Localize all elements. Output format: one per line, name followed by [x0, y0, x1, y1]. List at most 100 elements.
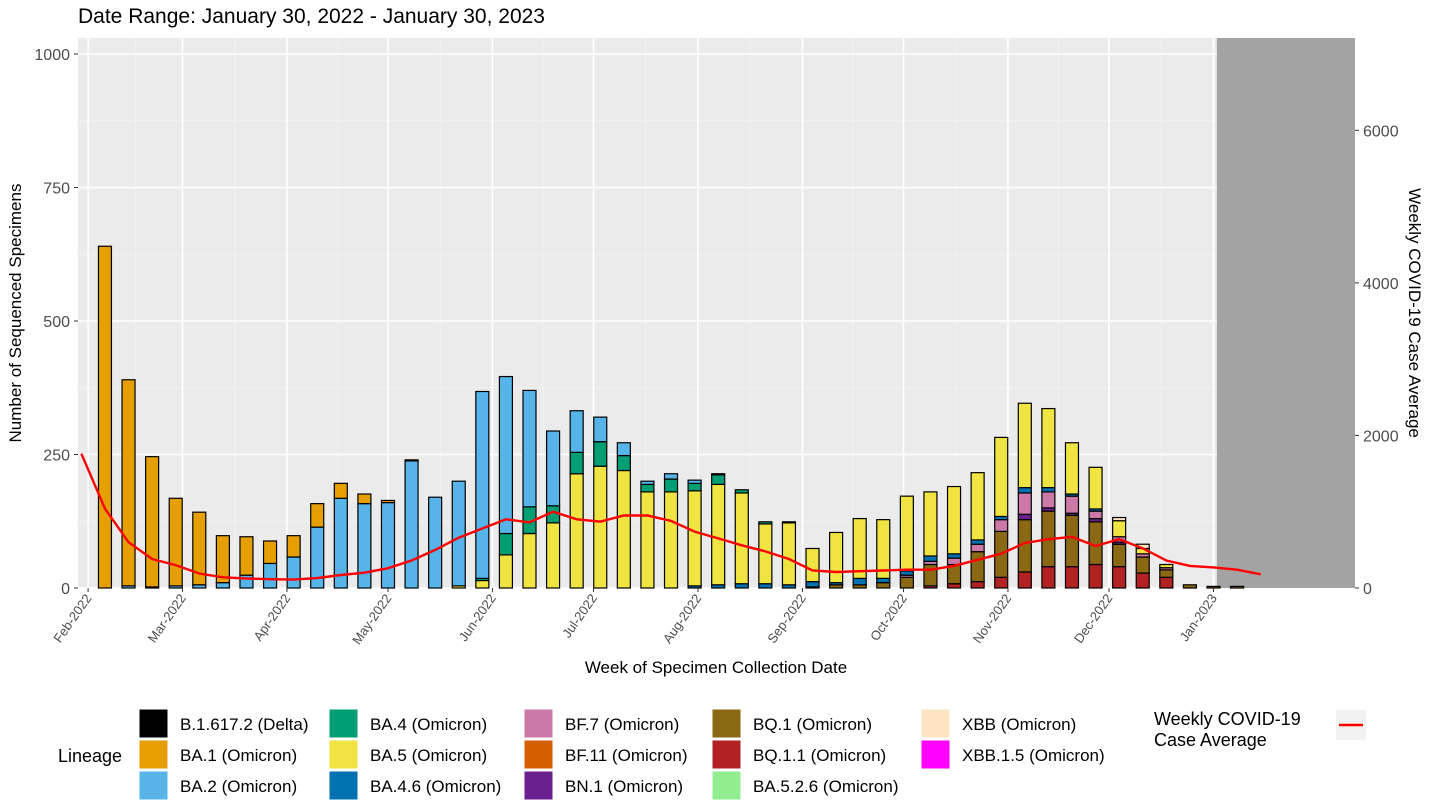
bar-segment: [1017, 402, 1032, 489]
bar-segment: [1206, 585, 1221, 589]
bar-segment: [1182, 584, 1197, 589]
bar-segment: [876, 577, 891, 584]
bar-segment: [215, 535, 230, 584]
bar-segment: [1064, 442, 1080, 495]
bar-segment: [1135, 572, 1150, 589]
bar-segment: [498, 554, 514, 589]
bar-segment: [616, 454, 631, 472]
legend-label: BA.4.6 (Omicron): [370, 777, 501, 796]
bar-segment: [1088, 510, 1103, 520]
bar-segment: [168, 497, 183, 587]
bar-segment: [239, 536, 254, 576]
y2-tick-label: 4000: [1363, 276, 1399, 293]
bar-segment: [805, 547, 820, 583]
legend-swatch: [711, 739, 742, 770]
legend-swatch: [711, 770, 742, 801]
legend-label: BA.5.2.6 (Omicron): [753, 777, 899, 796]
bar-segment: [1017, 487, 1032, 494]
x-tick-label: May-2022: [349, 591, 394, 647]
bar-segment: [569, 410, 584, 453]
bar-segment: [970, 539, 985, 545]
legend-swatch: [523, 770, 554, 801]
bar-segment: [593, 465, 608, 589]
bar-segment: [663, 491, 679, 589]
x-tick-label: Dec-2022: [1071, 591, 1116, 646]
y2-axis: 0 2000 4000 6000: [1355, 123, 1399, 598]
bar-segment: [545, 430, 561, 507]
bar-segment: [663, 478, 679, 493]
bar-segment: [545, 522, 561, 589]
bar-segment: [1112, 543, 1127, 568]
x-tick-label: Nov-2022: [970, 591, 1015, 646]
bar-segment: [946, 583, 962, 589]
bar-segment: [852, 577, 867, 586]
legend-swatch: [328, 708, 359, 739]
bar-segment: [286, 556, 301, 589]
bar-segment: [1135, 556, 1150, 574]
bar-segment: [451, 480, 466, 587]
x-tick-label: Feb-2022: [50, 591, 94, 645]
bar-segment: [970, 551, 985, 583]
bar-segment: [1041, 566, 1056, 589]
bar-segment: [1159, 569, 1174, 578]
legend-swatch: [138, 739, 169, 770]
y-tick-label: 500: [43, 314, 70, 331]
case-average-line: [80, 453, 1261, 581]
x-tick-label: Jun-2022: [456, 591, 499, 644]
legend-title: Lineage: [58, 746, 122, 766]
legend-swatch: [920, 708, 951, 739]
legend-swatch: [138, 770, 169, 801]
y2-tick-label: 0: [1363, 581, 1372, 598]
bar-segment: [404, 459, 419, 462]
bar-segment: [640, 480, 655, 486]
x-tick-label: Jan-2023: [1177, 591, 1220, 644]
bar-segment: [711, 473, 726, 476]
bar-segment: [428, 496, 443, 589]
legend-label: B.1.617.2 (Delta): [180, 715, 309, 734]
bar-segment: [333, 482, 348, 499]
bar-segment: [923, 555, 938, 562]
legend-label: BF.11 (Omicron): [565, 746, 688, 765]
legend-label: BF.7 (Omicron): [565, 715, 679, 734]
case-average-legend: Weekly COVID-19 Case Average: [1154, 709, 1366, 750]
bar-segment: [1088, 466, 1103, 510]
bar-segment: [498, 532, 514, 556]
bar-segment: [970, 472, 985, 541]
legend-swatch: [138, 708, 169, 739]
bar-segment: [262, 562, 278, 589]
bar-segment: [640, 483, 655, 493]
legend-label: XBB.1.5 (Omicron): [962, 746, 1105, 765]
bar-segment: [687, 482, 702, 492]
bar-segment: [475, 579, 490, 589]
legend-label: BA.2 (Omicron): [180, 777, 297, 796]
legend-label: BN.1 (Omicron): [565, 777, 683, 796]
x-axis-title: Week of Specimen Collection Date: [585, 658, 847, 677]
bar-segment: [286, 535, 301, 558]
bar-segment: [946, 485, 962, 555]
bar-segment: [781, 521, 797, 524]
bar-segment: [1229, 585, 1245, 589]
bar-segment: [357, 503, 372, 589]
bar-segment: [593, 416, 608, 443]
x-tick-label: Jul-2022: [559, 591, 600, 640]
y2-tick-label: 6000: [1363, 123, 1399, 140]
bar-segment: [262, 540, 278, 565]
bar-segment: [593, 441, 608, 467]
bar-segment: [569, 451, 584, 475]
x-tick-label: Oct-2022: [867, 591, 910, 643]
legend-label: BA.1 (Omicron): [180, 746, 297, 765]
bar-segment: [758, 521, 773, 525]
bar-segment: [687, 490, 702, 587]
bar-segment: [876, 519, 891, 579]
bar-segment: [1112, 520, 1127, 538]
case-legend-line1: Weekly COVID-19: [1154, 709, 1301, 729]
legend-label: BQ.1.1 (Omicron): [753, 746, 886, 765]
bar-segment: [1159, 576, 1174, 589]
legend-swatch: [328, 739, 359, 770]
bar-segment: [522, 532, 537, 589]
y-tick-label: 250: [43, 448, 70, 465]
bar-segment: [1017, 571, 1032, 589]
legend-swatch: [711, 708, 742, 739]
bar-segment: [899, 576, 914, 589]
bar-segment: [970, 543, 985, 553]
